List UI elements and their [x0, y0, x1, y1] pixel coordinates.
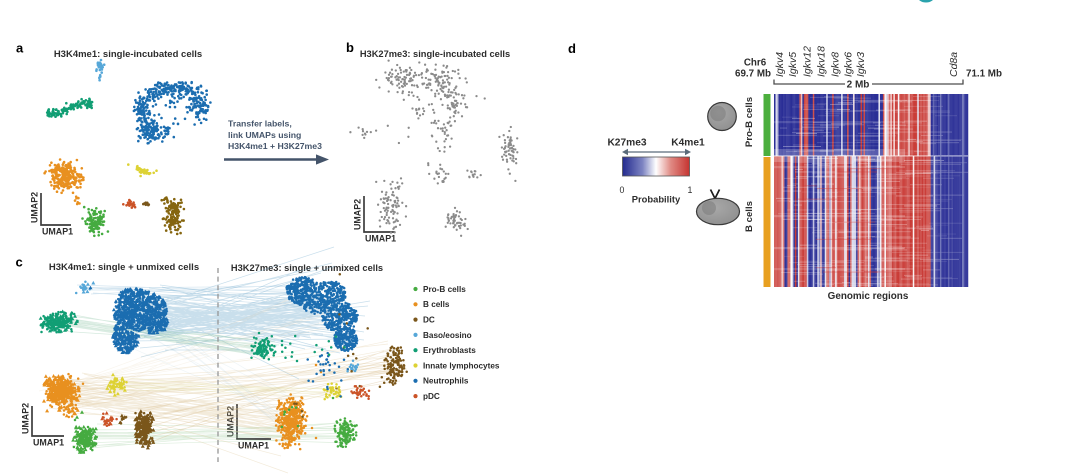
svg-text:d: d: [568, 41, 576, 56]
svg-text:Neutrophils: Neutrophils: [423, 377, 469, 386]
svg-text:pDC: pDC: [423, 392, 440, 401]
svg-text:Igkv3: Igkv3: [855, 52, 867, 77]
svg-text:1: 1: [688, 185, 693, 195]
svg-text:71.1 Mb: 71.1 Mb: [966, 69, 1002, 80]
svg-text:Pro-B cells: Pro-B cells: [744, 97, 755, 147]
svg-text:UMAP2: UMAP2: [30, 192, 40, 223]
svg-text:69.7 Mb: 69.7 Mb: [735, 69, 771, 80]
svg-text:link UMAPs using: link UMAPs using: [228, 130, 301, 140]
svg-text:b: b: [346, 40, 354, 55]
svg-text:2 Mb: 2 Mb: [847, 80, 870, 91]
svg-text:Igkv12: Igkv12: [802, 46, 814, 77]
svg-text:Igkv5: Igkv5: [787, 52, 799, 77]
svg-text:Chr6: Chr6: [744, 58, 767, 69]
svg-text:UMAP2: UMAP2: [21, 403, 31, 434]
svg-text:Erythroblasts: Erythroblasts: [423, 346, 476, 355]
svg-text:Pro-B cells: Pro-B cells: [423, 285, 466, 294]
svg-text:H3K4me1: single-incubated cell: H3K4me1: single-incubated cells: [54, 49, 202, 60]
svg-text:K4me1: K4me1: [671, 138, 705, 149]
svg-text:DC: DC: [423, 316, 435, 325]
svg-text:Igkv6: Igkv6: [843, 52, 855, 77]
svg-text:Cd8a: Cd8a: [948, 52, 960, 77]
svg-text:B cells: B cells: [744, 201, 755, 232]
svg-text:UMAP1: UMAP1: [33, 438, 64, 448]
svg-text:Transfer labels,: Transfer labels,: [228, 119, 292, 129]
svg-text:K27me3: K27me3: [607, 138, 646, 149]
svg-text:Innate lymphocytes: Innate lymphocytes: [423, 361, 500, 370]
svg-text:c: c: [16, 255, 23, 270]
svg-text:UMAP2: UMAP2: [226, 406, 236, 437]
svg-text:Probability: Probability: [632, 194, 681, 205]
svg-text:a: a: [16, 41, 24, 56]
svg-text:UMAP2: UMAP2: [353, 199, 363, 230]
svg-text:UMAP1: UMAP1: [42, 227, 73, 237]
svg-text:0: 0: [620, 185, 625, 195]
svg-text:H3K27me3: single-incubated cel: H3K27me3: single-incubated cells: [360, 49, 510, 59]
svg-text:Baso/eosino: Baso/eosino: [423, 331, 472, 340]
svg-text:Igkv4: Igkv4: [774, 52, 786, 77]
svg-text:Igkv8: Igkv8: [830, 52, 842, 77]
svg-text:Igkv18: Igkv18: [816, 46, 828, 77]
svg-text:H3K4me1 + H3K27me3: H3K4me1 + H3K27me3: [228, 141, 322, 151]
svg-text:UMAP1: UMAP1: [365, 234, 396, 244]
svg-text:B cells: B cells: [423, 300, 450, 309]
svg-text:UMAP1: UMAP1: [238, 441, 269, 451]
svg-text:Genomic regions: Genomic regions: [828, 291, 909, 302]
svg-text:H3K4me1: single + unmixed cell: H3K4me1: single + unmixed cells: [49, 262, 199, 273]
svg-text:H3K27me3: single + unmixed cel: H3K27me3: single + unmixed cells: [231, 263, 383, 273]
